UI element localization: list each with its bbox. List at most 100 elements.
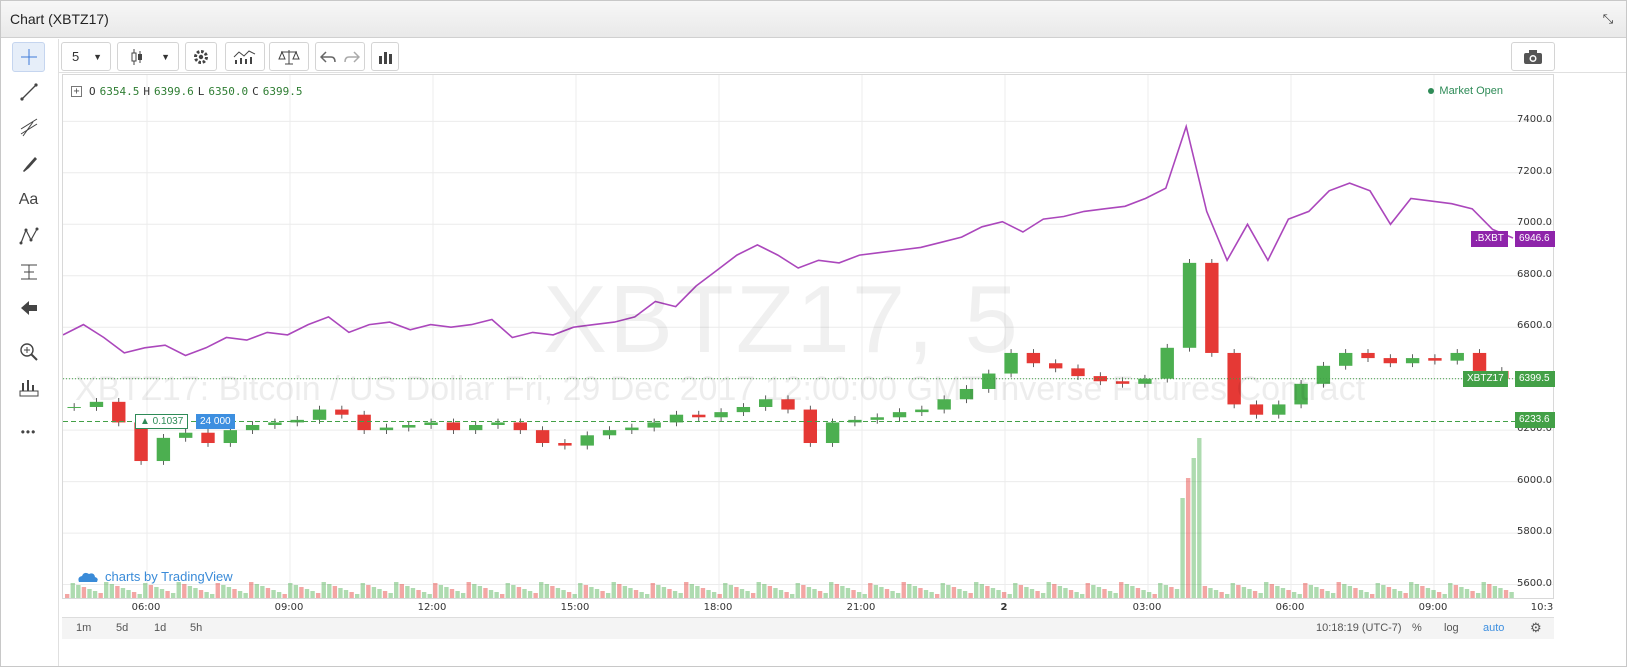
volume-indicator-volume: 24 000 [196, 414, 235, 429]
candle-body [223, 430, 237, 444]
volume-bar [1202, 586, 1208, 598]
chart-toolbar: 5 ▼ ▼ [59, 39, 1626, 73]
xbtz-label-badge: XBTZ17 [1463, 371, 1508, 387]
volume-bar [1403, 593, 1408, 598]
volume-bar [1264, 582, 1269, 598]
volume-bar [767, 586, 773, 598]
interval-select[interactable]: 5 ▼ [61, 42, 111, 71]
volume-bar [1230, 583, 1235, 598]
candle-body [1138, 378, 1152, 384]
time-tick-label: 21:00 [846, 602, 876, 613]
chart-type-button[interactable]: ▼ [117, 42, 179, 71]
volume-bar [1386, 587, 1392, 598]
tradingview-logo[interactable]: charts by TradingView [77, 569, 233, 584]
candle-body [201, 432, 215, 444]
log-toggle[interactable]: log [1444, 622, 1459, 634]
gear-icon[interactable]: ⚙ [1530, 620, 1542, 635]
candle-body [714, 412, 728, 418]
chart-canvas [63, 75, 1553, 598]
volume-bar [433, 583, 438, 598]
volume-bar [1498, 588, 1503, 598]
candle-body [134, 422, 148, 462]
volume-bar [1409, 582, 1414, 598]
expand-icon[interactable]: ⤡ [1602, 11, 1614, 26]
candle-body [1405, 358, 1420, 364]
range-5h-button[interactable]: 5h [190, 622, 203, 634]
trend-line-icon[interactable] [12, 77, 45, 107]
low-label: L [197, 85, 205, 98]
chart-pane[interactable]: XBTZ17, 5 XBTZ17: Bitcoin / US Dollar Fr… [62, 74, 1554, 599]
volume-bar [421, 592, 427, 598]
candle-body [156, 437, 171, 462]
volume-bar [617, 584, 622, 598]
percent-toggle[interactable]: % [1412, 622, 1422, 634]
bxbt-value-badge: 6946.6 [1515, 231, 1555, 247]
candle-body [1049, 363, 1063, 369]
volume-bar [271, 590, 276, 598]
volume-bar [488, 590, 494, 598]
bar-chart-icon [379, 51, 392, 64]
volume-bar [790, 594, 795, 598]
time-axis[interactable]: 06:00 09:00 12:00 15:00 18:00 21:00 2 03:00 06:0… [62, 599, 1554, 617]
candle-body [915, 409, 929, 413]
arrow-icon[interactable] [12, 293, 45, 323]
high-value: 6399.6 [154, 85, 194, 98]
compare-button[interactable] [269, 42, 309, 71]
range-5d-button[interactable]: 5d [116, 622, 129, 634]
volume-bar [299, 587, 304, 598]
volume-bar [1213, 590, 1219, 598]
volume-bar [159, 589, 165, 598]
volume-bar [1146, 592, 1152, 598]
time-tick-label: 06:00 [1275, 602, 1305, 613]
pattern-icon[interactable] [12, 221, 45, 251]
candle-body [937, 399, 951, 410]
candle-body [89, 401, 104, 407]
volume-bar [1336, 582, 1341, 598]
candle-body [669, 414, 684, 423]
settings-button[interactable] [185, 42, 217, 71]
volume-bar [416, 590, 421, 598]
volume-bar [1096, 587, 1102, 598]
volume-bar [1453, 585, 1459, 598]
range-1d-button[interactable]: 1d [154, 622, 167, 634]
range-1m-button[interactable]: 1m [76, 622, 92, 634]
volume-bar [756, 582, 761, 598]
volume-bar [1503, 590, 1509, 598]
volume-bar [962, 591, 968, 598]
clock-text: 10:18:19 (UTC-7) [1316, 622, 1402, 634]
volume-bar [109, 584, 114, 598]
volume-bar [70, 583, 75, 598]
price-axis[interactable]: 7400.07200.07000.06800.06600.06400.06200… [1463, 74, 1556, 599]
volume-bar [92, 591, 98, 598]
logo-text: charts by TradingView [105, 569, 233, 584]
volume-bar [600, 591, 605, 598]
volume-bar [120, 588, 126, 598]
measure-icon[interactable] [12, 257, 45, 287]
avg-line-value-badge: 6233.6 [1515, 412, 1555, 428]
zoom-icon[interactable] [12, 337, 45, 367]
fib-icon[interactable] [12, 113, 45, 143]
volume-bar [355, 594, 360, 598]
volume-bar [1487, 584, 1492, 598]
collapse-icon[interactable]: + [71, 86, 82, 97]
ruler-icon[interactable] [12, 373, 45, 403]
auto-toggle[interactable]: auto [1483, 622, 1505, 634]
volume-bar [204, 592, 209, 598]
volume-bar [684, 582, 689, 598]
price-tick-label: 7000.0 [1517, 217, 1552, 229]
bxbt-label-badge: .BXBT [1471, 231, 1508, 247]
volume-bar [165, 591, 170, 598]
candle-body [736, 406, 751, 413]
snapshot-button[interactable] [1511, 42, 1555, 71]
brush-icon[interactable] [12, 149, 45, 179]
volume-bar [901, 582, 906, 598]
indicators-button[interactable] [225, 42, 265, 71]
candle-body [424, 422, 438, 425]
bar-chart-button[interactable] [371, 42, 399, 71]
volume-bar [1113, 593, 1118, 598]
crosshair-icon[interactable] [12, 42, 45, 72]
time-tick-label: 15:00 [560, 602, 590, 613]
more-icon[interactable]: ••• [20, 425, 37, 439]
volume-bar [1091, 585, 1096, 598]
text-icon[interactable]: Aa [18, 191, 39, 208]
